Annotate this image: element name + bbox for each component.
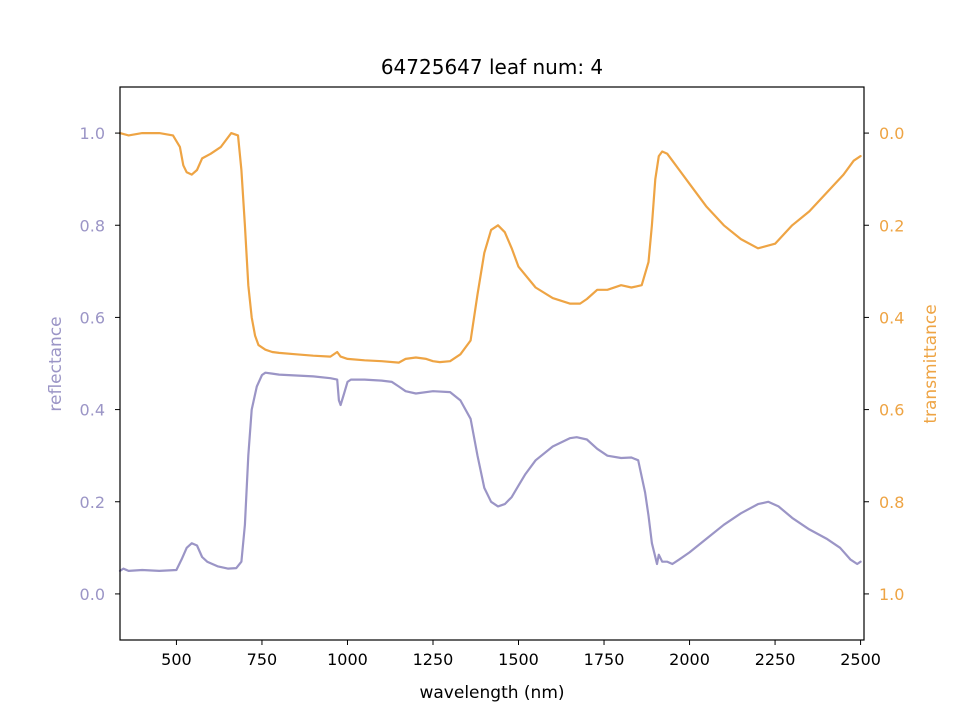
left-tick-label: 0.0 (80, 585, 105, 604)
right-tick-label: 0.4 (879, 308, 904, 327)
x-tick-label: 2500 (840, 650, 881, 669)
x-tick-label: 750 (247, 650, 278, 669)
left-tick-label: 0.2 (80, 493, 105, 512)
x-tick-label: 500 (161, 650, 192, 669)
x-axis: 500 750 1000 1250 1500 1750 2000 2250 2500 (161, 640, 881, 669)
right-tick-label: 0.8 (879, 493, 904, 512)
left-tick-label: 0.8 (80, 216, 105, 235)
series-layer (118, 132, 862, 573)
x-tick-label: 2250 (755, 650, 796, 669)
right-tick-label: 0.2 (879, 216, 904, 235)
chart-title: 64725647 leaf num: 4 (381, 55, 603, 79)
left-tick-label: 0.4 (80, 401, 105, 420)
right-axis-label: transmittance (921, 304, 941, 423)
x-tick-label: 1250 (413, 650, 454, 669)
x-axis-label: wavelength (nm) (419, 683, 564, 703)
reflectance-line (118, 371, 862, 573)
right-y-axis: 0.0 0.2 0.4 0.6 0.8 1.0 (864, 124, 904, 604)
x-tick-label: 2000 (669, 650, 710, 669)
right-tick-label: 1.0 (879, 585, 904, 604)
left-y-axis: 0.0 0.2 0.4 0.6 0.8 1.0 (80, 124, 120, 604)
plot-frame (119, 86, 865, 641)
right-tick-label: 0.6 (879, 401, 904, 420)
right-tick-label: 0.0 (879, 124, 904, 143)
left-axis-label: reflectance (46, 316, 66, 411)
left-tick-label: 0.6 (80, 308, 105, 327)
x-tick-label: 1500 (498, 650, 539, 669)
x-tick-label: 1000 (327, 650, 368, 669)
x-tick-label: 1750 (584, 650, 625, 669)
transmittance-line (118, 132, 862, 364)
left-tick-label: 1.0 (80, 124, 105, 143)
